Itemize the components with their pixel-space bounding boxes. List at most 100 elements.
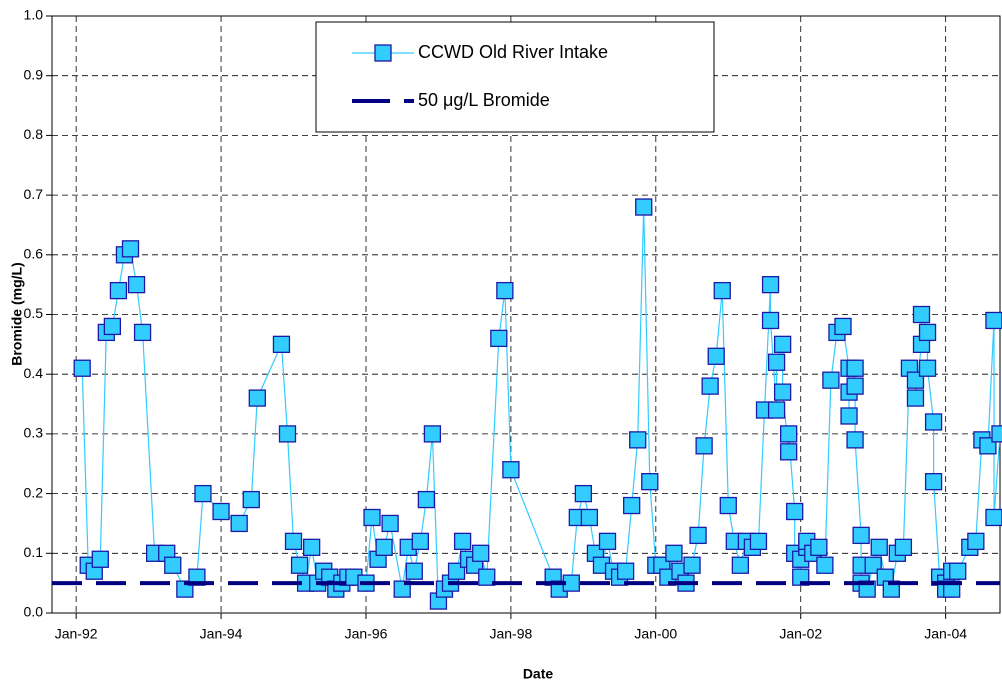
marker <box>918 323 937 342</box>
marker <box>918 359 937 377</box>
y-tick-label: 0.2 <box>24 484 44 500</box>
marker <box>991 425 1002 443</box>
marker <box>574 484 593 503</box>
x-tick-label: Jan-98 <box>489 626 532 642</box>
marker <box>834 317 852 336</box>
y-tick-label: 0.8 <box>24 126 44 142</box>
marker <box>840 407 858 425</box>
marker <box>290 556 309 574</box>
y-tick-label: 0.4 <box>24 365 44 381</box>
y-tick-label: 0.1 <box>24 544 44 560</box>
marker <box>629 431 647 449</box>
marker <box>230 514 248 533</box>
marker <box>375 538 393 556</box>
marker <box>731 556 750 574</box>
marker <box>272 335 291 354</box>
y-tick-label: 0.9 <box>24 66 44 82</box>
marker <box>381 514 399 533</box>
x-tick-label: Jan-02 <box>779 626 822 642</box>
marker <box>496 281 514 300</box>
legend-label: CCWD Old River Intake <box>418 42 608 62</box>
marker <box>773 383 792 401</box>
marker <box>846 431 864 449</box>
marker <box>912 305 931 324</box>
marker <box>816 556 834 574</box>
marker <box>91 550 109 568</box>
marker <box>393 580 411 598</box>
marker <box>472 544 490 562</box>
marker <box>924 413 943 431</box>
legend: CCWD Old River Intake 50 μg/L Bromide <box>315 21 715 133</box>
marker <box>852 526 870 545</box>
x-tick-label: Jan-94 <box>200 626 243 642</box>
marker <box>616 562 635 580</box>
marker <box>985 508 1002 527</box>
x-tick-label: Jan-92 <box>55 626 98 642</box>
marker <box>749 532 768 551</box>
y-tick-label: 0.0 <box>24 604 44 620</box>
marker <box>707 347 725 365</box>
y-tick-label: 0.3 <box>24 425 44 441</box>
marker <box>689 526 707 545</box>
marker <box>822 371 840 389</box>
marker <box>641 473 659 491</box>
marker <box>767 401 786 419</box>
marker <box>363 508 381 527</box>
marker <box>719 496 737 515</box>
marker <box>924 473 943 491</box>
marker <box>786 502 804 521</box>
marker <box>846 359 864 377</box>
legend-label: 50 μg/L Bromide <box>418 90 550 110</box>
marker <box>635 198 653 216</box>
marker <box>695 437 713 455</box>
marker <box>417 490 436 509</box>
marker <box>773 335 792 354</box>
marker <box>194 484 212 503</box>
marker <box>284 532 303 551</box>
legend-swatch <box>374 44 392 62</box>
marker <box>478 568 496 586</box>
marker <box>967 532 985 551</box>
marker <box>870 538 888 556</box>
marker <box>761 275 780 294</box>
marker <box>580 508 599 527</box>
marker <box>683 556 701 574</box>
marker <box>278 425 297 443</box>
marker <box>121 240 140 258</box>
marker <box>713 281 731 300</box>
marker <box>453 532 472 551</box>
legend-box <box>315 21 715 133</box>
x-axis-label: Date <box>523 666 554 682</box>
marker <box>405 562 423 580</box>
marker <box>906 389 925 407</box>
marker <box>248 389 266 407</box>
marker <box>985 311 1002 330</box>
marker <box>780 425 798 443</box>
marker <box>623 496 641 515</box>
marker <box>767 353 786 371</box>
marker <box>242 490 260 509</box>
marker <box>127 275 146 294</box>
marker <box>164 556 182 574</box>
marker <box>109 281 128 300</box>
marker <box>598 532 617 551</box>
marker <box>846 377 864 395</box>
y-tick-label: 0.7 <box>24 186 44 202</box>
marker <box>949 562 967 580</box>
marker <box>780 443 798 461</box>
y-tick-label: 0.5 <box>24 305 44 321</box>
marker <box>701 377 719 395</box>
marker <box>411 532 429 551</box>
marker <box>761 311 780 330</box>
marker <box>73 359 91 377</box>
x-tick-label: Jan-04 <box>924 626 967 642</box>
marker <box>894 538 913 556</box>
marker <box>302 538 321 556</box>
y-tick-label: 0.6 <box>24 246 44 262</box>
marker <box>212 502 230 521</box>
marker <box>133 323 152 342</box>
marker <box>103 317 122 336</box>
x-tick-label: Jan-96 <box>345 626 388 642</box>
y-axis-label: Bromide (mg/L) <box>9 262 25 365</box>
